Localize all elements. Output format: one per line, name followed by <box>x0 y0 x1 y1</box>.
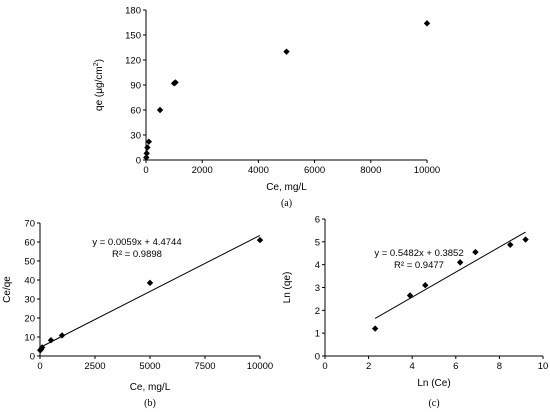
trendline-equation: y = 0.0059x + 4.4744 <box>92 237 181 248</box>
data-point <box>143 150 150 157</box>
x-tick-label: 6 <box>453 361 458 372</box>
x-tick-label: 10 <box>538 361 549 372</box>
x-tick-label: 8000 <box>360 165 381 176</box>
x-tick-label: 4 <box>410 361 415 372</box>
data-point <box>145 138 153 145</box>
y-tick-label: 40 <box>24 276 35 287</box>
y-tick-label: 0 <box>30 352 35 363</box>
y-tick-label: 30 <box>130 131 141 142</box>
trendline-equation: y = 0.5482x + 0.3852 <box>374 248 463 259</box>
x-tick-label: 6000 <box>304 165 325 176</box>
y-axis-label-part: ) <box>94 59 105 62</box>
x-tick-label: 10000 <box>247 361 273 372</box>
y-tick-label: 2 <box>315 306 320 317</box>
data-point <box>58 332 66 339</box>
chart-a: 0 30 60 90 120 150 180 0 2000 4000 6000 8000 10000 Ce… <box>93 6 440 210</box>
x-tick-label: 0 <box>143 165 148 176</box>
y-tick-label: 180 <box>125 6 141 17</box>
y-tick-label: 10 <box>24 333 35 344</box>
x-tick-label: 4000 <box>248 165 269 176</box>
data-point <box>456 259 464 266</box>
data-point <box>423 20 431 27</box>
data-point <box>371 325 379 332</box>
y-axis-label: Ce/qe <box>2 276 13 303</box>
x-axis-label: Ce, mg/L <box>130 382 171 393</box>
x-tick-label: 7500 <box>194 361 215 372</box>
x-tick-label: 0 <box>37 361 42 372</box>
y-tick-label: 1 <box>315 329 320 340</box>
data-point <box>172 79 179 86</box>
y-tick-label: 3 <box>315 283 320 294</box>
y-tick-label: 90 <box>130 81 141 92</box>
data-point <box>422 282 429 289</box>
y-tick-label: 0 <box>315 352 320 363</box>
data-point <box>406 292 414 299</box>
panel-caption: (c) <box>428 398 439 409</box>
data-point <box>156 106 164 114</box>
x-tick-label: 2000 <box>192 165 213 176</box>
x-axis-label: Ce, mg/L <box>266 182 307 193</box>
panel-caption: (b) <box>144 398 156 409</box>
y-axis-label: Ln (qe) <box>282 272 293 304</box>
data-point <box>146 279 154 287</box>
data-point <box>256 236 264 244</box>
x-axis-label: Ln (Ce) <box>417 378 450 389</box>
x-tick-label: 0 <box>322 361 327 372</box>
data-point <box>47 337 55 344</box>
y-tick-label: 60 <box>130 106 141 117</box>
y-tick-label: 6 <box>315 215 320 226</box>
trendline <box>374 231 526 319</box>
r-squared-label: R² = 0.9898 <box>112 249 162 260</box>
data-point <box>522 236 529 243</box>
y-tick-label: 4 <box>315 260 320 271</box>
y-tick-label: 5 <box>315 237 320 248</box>
r-squared-label: R² = 0.9477 <box>394 260 444 271</box>
chart-c: 0 1 2 3 4 5 6 0 2 4 6 8 10 Ln (Ce) Ln (qe) y = 0.5482x … <box>282 215 548 410</box>
data-point <box>507 241 514 249</box>
y-tick-label: 70 <box>24 219 35 230</box>
x-tick-label: 5000 <box>139 361 160 372</box>
y-tick-label: 150 <box>125 31 141 42</box>
panel-caption: (a) <box>281 198 292 209</box>
y-axis-label-part: qe (μg/cm <box>94 66 105 111</box>
chart-b: 0 10 20 30 40 50 60 70 0 2500 5000 7500 10000 Ce, mg/… <box>2 219 273 410</box>
data-point <box>472 248 479 256</box>
data-point <box>39 344 46 351</box>
data-point <box>143 154 150 161</box>
x-tick-label: 2500 <box>84 361 105 372</box>
y-axis-label-part: 2 <box>93 62 100 66</box>
y-tick-label: 120 <box>125 56 141 67</box>
y-tick-label: 0 <box>136 156 141 167</box>
y-tick-label: 50 <box>24 257 35 268</box>
trendline <box>39 234 261 348</box>
y-tick-label: 60 <box>24 238 35 249</box>
x-tick-label: 8 <box>497 361 502 372</box>
y-tick-label: 20 <box>24 314 35 325</box>
y-axis-label: qe (μg/cm2) <box>93 59 105 111</box>
x-tick-label: 10000 <box>414 165 440 176</box>
x-tick-label: 2 <box>366 361 371 372</box>
data-point <box>283 48 290 55</box>
data-point <box>144 144 151 151</box>
y-tick-label: 30 <box>24 295 35 306</box>
